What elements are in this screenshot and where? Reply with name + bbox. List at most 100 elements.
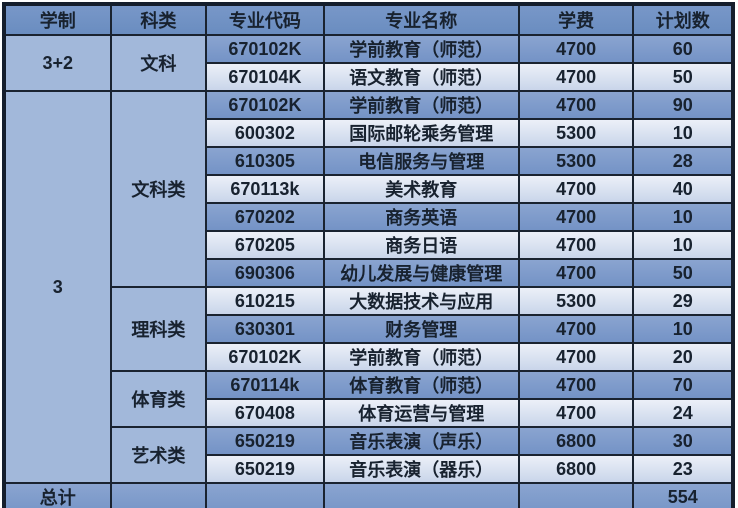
table-row: 670102K 学前教育（师范） 4700 20 [4,342,734,372]
plan-cell: 10 [632,314,734,344]
code-cell: 670202 [205,202,325,232]
major-name-cell: 大数据技术与应用 [322,286,520,316]
category-cell: 艺术类 [109,426,208,484]
plan-cell: 70 [632,370,734,400]
code-cell: 670205 [205,230,325,260]
code-cell: 670102K [205,342,325,372]
code-cell: 670114k [205,370,325,400]
plan-cell: 50 [632,258,734,288]
header-cell-major-name: 专业名称 [322,3,520,36]
code-cell: 670102K [205,34,325,64]
plan-cell: 29 [632,286,734,316]
category-cell: 理科类 [109,286,208,372]
table-row: 3 文科类 670102K 学前教育（师范） 4700 90 [3,90,734,484]
header-cell-major-code: 专业代码 [205,3,325,36]
table-row: 670205 商务日语 4700 10 [4,230,734,260]
major-name-cell: 学前教育（师范） [322,342,520,372]
empty-cell [109,482,208,508]
category-cell: 文科 [109,34,208,92]
duration-cell: 3 [3,90,112,484]
header-row: 学制 科类 专业代码 专业名称 学费 计划数 [3,3,734,36]
plan-cell: 10 [632,118,734,148]
header-cell-schooling: 学制 [3,3,112,36]
empty-cell [517,482,635,508]
fee-cell: 4700 [517,202,635,232]
table-row: 体育类 670114k 体育教育（师范） 4700 70 [4,370,734,428]
code-cell: 670102K [205,90,325,120]
total-row: 总计 554 [3,482,734,508]
fee-cell: 4700 [517,342,635,372]
code-cell: 650219 [205,426,325,456]
fee-cell: 4700 [517,258,635,288]
fee-cell: 4700 [517,398,635,428]
fee-cell: 5300 [517,118,635,148]
major-name-cell: 学前教育（师范） [322,34,520,64]
table-row: 690306 幼儿发展与健康管理 4700 50 [4,258,734,288]
code-cell: 600302 [205,118,325,148]
fee-cell: 6800 [517,454,635,484]
table-row: 艺术类 650219 音乐表演（声乐） 6800 30 [4,426,734,484]
code-cell: 690306 [205,258,325,288]
plan-cell: 30 [632,426,734,456]
major-name-cell: 国际邮轮乘务管理 [322,118,520,148]
major-name-cell: 财务管理 [322,314,520,344]
code-cell: 670104K [205,62,325,92]
table-row: 670113k 美术教育 4700 40 [4,174,734,204]
table-row: 610305 电信服务与管理 5300 28 [4,146,734,176]
major-name-cell: 电信服务与管理 [322,146,520,176]
fee-cell: 4700 [517,174,635,204]
table-row: 670408 体育运营与管理 4700 24 [4,398,734,428]
plan-cell: 20 [632,342,734,372]
fee-cell: 4700 [517,62,635,92]
major-name-cell: 语文教育（师范） [322,62,520,92]
code-cell: 610215 [205,286,325,316]
code-cell: 670113k [205,174,325,204]
plan-cell: 40 [632,174,734,204]
table-row: 630301 财务管理 4700 10 [4,314,734,344]
major-name-cell: 音乐表演（声乐） [322,426,520,456]
major-name-cell: 幼儿发展与健康管理 [322,258,520,288]
major-name-cell: 美术教育 [322,174,520,204]
fee-cell: 5300 [517,146,635,176]
plan-cell: 10 [632,202,734,232]
major-name-cell: 商务英语 [322,202,520,232]
code-cell: 630301 [205,314,325,344]
table-row: 3+2 文科 670102K 学前教育（师范） 4700 60 [3,34,734,92]
plan-cell: 60 [632,34,734,64]
total-value-cell: 554 [632,482,734,508]
header-cell-category: 科类 [109,3,208,36]
major-name-cell: 音乐表演（器乐） [322,454,520,484]
major-name-cell: 体育运营与管理 [322,398,520,428]
plan-cell: 90 [632,90,734,120]
total-label-cell: 总计 [3,482,112,508]
fee-cell: 4700 [517,314,635,344]
table-row: 理科类 610215 大数据技术与应用 5300 29 [4,286,734,372]
plan-cell: 24 [632,398,734,428]
table-row: 670202 商务英语 4700 10 [4,202,734,232]
code-cell: 670408 [205,398,325,428]
fee-cell: 5300 [517,286,635,316]
table-row: 600302 国际邮轮乘务管理 5300 10 [4,118,734,148]
empty-cell [322,482,520,508]
major-name-cell: 商务日语 [322,230,520,260]
fee-cell: 4700 [517,370,635,400]
code-cell: 650219 [205,454,325,484]
plan-cell: 10 [632,230,734,260]
plan-cell: 28 [632,146,734,176]
fee-cell: 4700 [517,90,635,120]
header-cell-tuition: 学费 [517,3,635,36]
duration-cell: 3+2 [3,34,112,92]
table-row: 670104K 语文教育（师范） 4700 50 [4,62,734,92]
table-row: 650219 音乐表演（器乐） 6800 23 [4,454,734,484]
empty-cell [205,482,325,508]
plan-cell: 23 [632,454,734,484]
major-name-cell: 体育教育（师范） [322,370,520,400]
major-name-cell: 学前教育（师范） [322,90,520,120]
category-cell: 文科类 [109,90,208,288]
category-cell: 体育类 [109,370,208,428]
plan-cell: 50 [632,62,734,92]
header-cell-plan-count: 计划数 [632,3,734,36]
fee-cell: 6800 [517,426,635,456]
